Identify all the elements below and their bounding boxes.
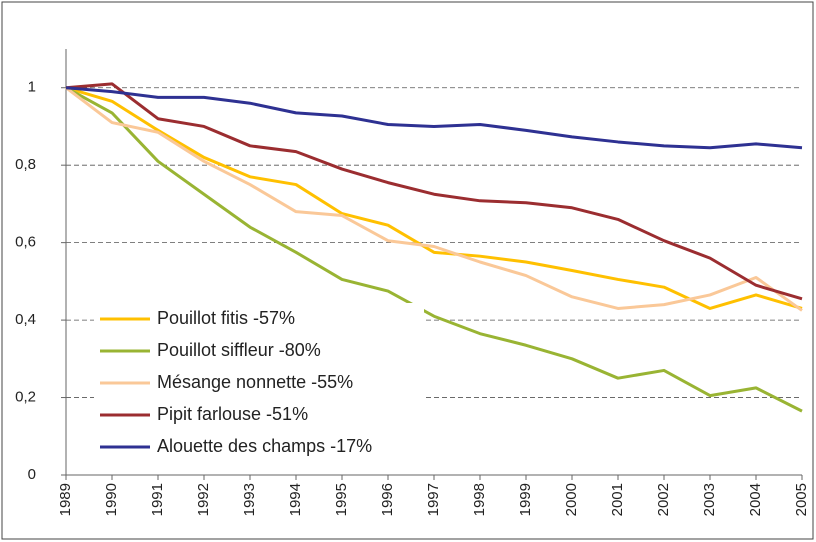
y-tick-label: 1 [28,79,36,96]
x-tick-label: 1992 [195,483,212,516]
x-tick-label: 1991 [149,483,166,516]
x-tick-label: 1998 [471,483,488,516]
legend-label: Pouillot fitis -57% [157,308,295,328]
legend-label: Mésange nonnette -55% [157,372,353,392]
legend: Pouillot fitis -57% Pouillot siffleur -80… [94,303,424,463]
x-tick-label: 2005 [793,483,810,516]
x-tick-label: 1990 [103,483,120,516]
x-tick-label: 1994 [287,483,304,516]
series-line [65,86,803,413]
legend-label: Pipit farlouse -51% [157,404,308,424]
x-tick-label: 2003 [701,483,718,516]
legend-label: Pouillot siffleur -80% [157,340,321,360]
x-tick-label: 1989 [57,483,74,516]
y-tick-label: 0 [28,466,36,483]
y-tick-label: 0,8 [15,156,36,173]
x-tick-label: 1999 [517,483,534,516]
x-tick-label: 1995 [333,483,350,516]
legend-label: Alouette des champs -17% [157,436,372,456]
y-tick-label: 0,2 [15,389,36,406]
x-tick-label: 1993 [241,483,258,516]
x-tick-label: 2001 [609,483,626,516]
x-tick-label: 2000 [563,483,580,516]
series-line [65,82,803,301]
x-tick-label: 2004 [747,483,764,516]
series-line [65,86,803,312]
y-tick-label: 0,6 [15,234,36,251]
series-line [65,86,803,150]
x-tick-label: 1996 [379,483,396,516]
y-tick-label: 0,4 [15,311,36,328]
x-tick-label: 2002 [655,483,672,516]
series-line [65,86,803,310]
x-tick-label: 1997 [425,483,442,516]
